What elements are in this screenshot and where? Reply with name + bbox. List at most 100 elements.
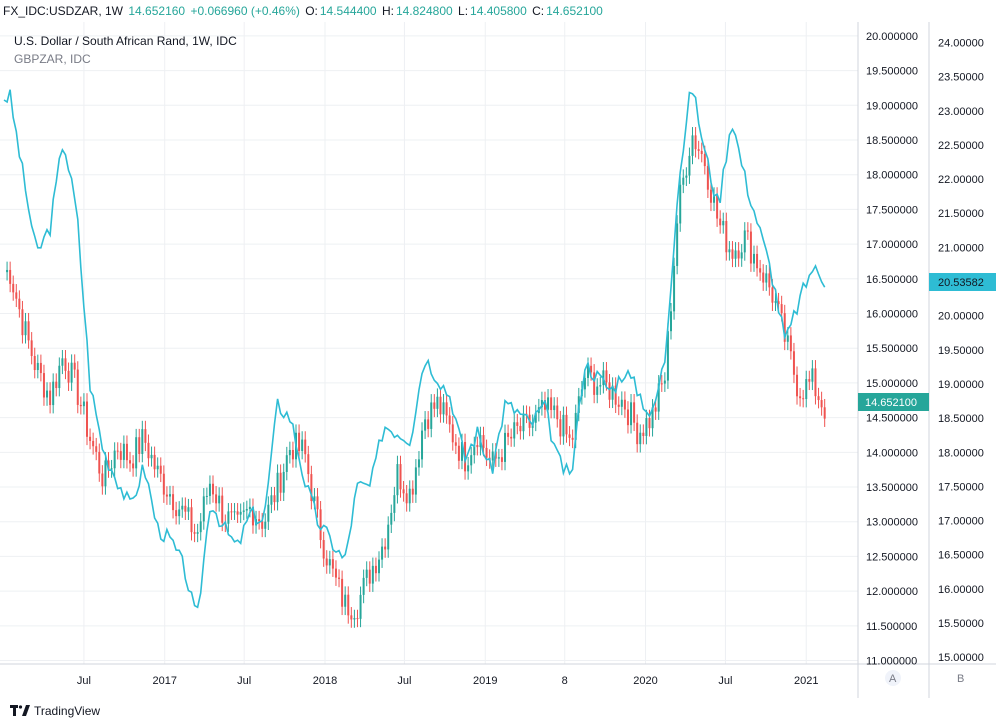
- time-tick-label: 2019: [473, 675, 497, 687]
- candle-body: [270, 495, 273, 505]
- candle-body: [215, 494, 218, 504]
- candle-body: [362, 577, 365, 595]
- left-tick-label: 16.000000: [866, 309, 918, 321]
- candle-body: [227, 511, 230, 524]
- last-price: 14.652160: [128, 4, 186, 18]
- candle-body: [181, 505, 184, 510]
- candle-body: [24, 321, 27, 336]
- tradingview-logo[interactable]: TradingView: [10, 704, 100, 718]
- candle-body: [540, 400, 543, 408]
- candle-body: [365, 569, 368, 578]
- candle-body: [722, 220, 725, 226]
- candle-body: [706, 166, 709, 190]
- candle-body: [159, 465, 162, 474]
- left-tick-label: 13.500000: [866, 482, 918, 494]
- high-label: H:: [381, 4, 394, 18]
- time-tick-label: Jul: [237, 675, 251, 687]
- candle-body: [325, 558, 328, 566]
- scale-b-label[interactable]: B: [957, 673, 964, 685]
- candle-body: [543, 400, 546, 410]
- candle-body: [405, 493, 408, 504]
- time-tick-label: 2020: [633, 675, 657, 687]
- candle-body: [725, 220, 728, 253]
- candle-body: [52, 381, 55, 406]
- symbol-label[interactable]: FX_IDC:USDZAR, 1W: [3, 4, 124, 18]
- candle-body: [261, 521, 264, 529]
- candle-body: [95, 446, 98, 452]
- candle-body: [507, 432, 510, 437]
- price-chart[interactable]: 20.000000 19.500000 19.000000 18.500000 18.0…: [0, 0, 996, 698]
- scale-button-a[interactable]: A: [885, 670, 901, 686]
- candle-body: [202, 496, 205, 522]
- candle-body: [590, 365, 593, 373]
- right-tick-label: 17.50000: [938, 481, 984, 493]
- candle-body: [122, 443, 125, 460]
- candle-body: [138, 437, 141, 454]
- right-tick-label: 19.00000: [938, 379, 984, 391]
- candle-body: [808, 379, 811, 382]
- candle-body: [144, 429, 147, 443]
- candle-body: [371, 565, 374, 584]
- candle-body: [334, 568, 337, 578]
- candle-body: [799, 396, 802, 399]
- candle-body: [125, 443, 128, 461]
- last-price-right-label: 20.53582: [938, 277, 984, 289]
- candle-body: [368, 569, 371, 584]
- candle-body: [623, 399, 626, 410]
- candle-body: [132, 463, 135, 469]
- candle-body: [129, 460, 132, 464]
- scale-a-label[interactable]: A: [889, 673, 897, 685]
- scale-button-b[interactable]: B: [957, 673, 964, 685]
- candle-body: [402, 489, 405, 494]
- left-tick-label: 15.500000: [866, 343, 918, 355]
- candle-body: [482, 435, 485, 448]
- candle-body: [282, 471, 285, 493]
- candle-body: [574, 412, 577, 440]
- candle-body: [648, 418, 651, 429]
- time-tick-label: Jul: [77, 675, 91, 687]
- symbol-header: FX_IDC:USDZAR, 1W 14.652160 +0.066960 (+…: [0, 0, 996, 22]
- candle-body: [427, 419, 430, 429]
- candle-body: [614, 385, 617, 405]
- candle-body: [70, 362, 73, 383]
- candle-body: [636, 422, 639, 445]
- candle-body: [64, 358, 67, 371]
- series-legend-main[interactable]: U.S. Dollar / South African Rand, 1W, ID…: [14, 34, 237, 48]
- candle-body: [421, 430, 424, 460]
- right-tick-label: 23.00000: [938, 106, 984, 118]
- candle-body: [156, 465, 159, 470]
- right-tick-label: 15.50000: [938, 618, 984, 630]
- left-tick-label: 11.500000: [866, 621, 917, 633]
- candle-body: [547, 397, 550, 410]
- candle-body: [771, 287, 774, 303]
- candle-body: [516, 422, 519, 426]
- right-tick-label: 18.00000: [938, 447, 984, 459]
- candle-body: [119, 451, 122, 460]
- candle-body: [448, 415, 451, 425]
- candle-body: [740, 252, 743, 259]
- low-label: L:: [458, 4, 469, 18]
- candle-body: [39, 362, 42, 374]
- candle-body: [500, 457, 503, 462]
- candle-body: [12, 283, 15, 293]
- candle-body: [765, 273, 768, 283]
- candle-body: [786, 335, 789, 342]
- candle-body: [79, 404, 82, 407]
- candle-body: [276, 472, 279, 503]
- candle-body: [445, 402, 448, 416]
- price-change: +0.066960 (+0.46%): [190, 4, 300, 18]
- candle-body: [792, 351, 795, 375]
- candle-body: [399, 464, 402, 490]
- candle-body: [301, 439, 304, 451]
- candle-body: [396, 464, 399, 496]
- series-legend-compare[interactable]: GBPZAR, IDC: [14, 52, 91, 66]
- candle-body: [617, 404, 620, 407]
- candle-body: [694, 135, 697, 150]
- candle-body: [208, 483, 211, 496]
- candle-body: [322, 540, 325, 559]
- candle-body: [414, 467, 417, 495]
- candle-body: [107, 460, 110, 470]
- right-price-scale: 24.00000 23.50000 23.00000 22.50000 22.00000…: [938, 37, 984, 664]
- candle-body: [82, 401, 85, 407]
- left-tick-label: 11.000000: [866, 656, 917, 668]
